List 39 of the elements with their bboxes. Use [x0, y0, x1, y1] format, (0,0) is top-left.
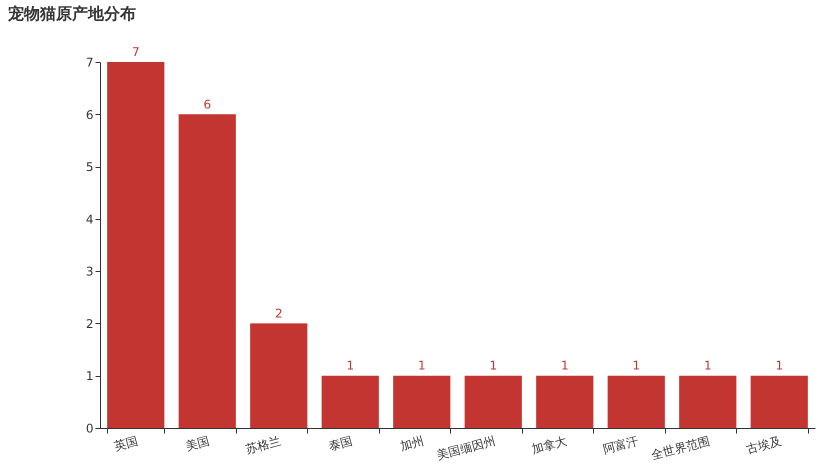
bar [536, 376, 594, 428]
data-label: 1 [632, 358, 640, 373]
x-tick-label: 英国 [112, 434, 140, 454]
data-label: 1 [775, 358, 784, 373]
y-tick-label: 2 [86, 316, 94, 331]
x-tick-label: 加拿大 [530, 434, 568, 456]
x-tick-label: 全世界范围 [650, 434, 712, 463]
bar [393, 376, 450, 428]
x-tick-label: 美国缅因州 [435, 434, 497, 463]
x-tick-label: 加州 [398, 434, 426, 454]
y-tick-label: 0 [86, 422, 94, 436]
bar [750, 376, 808, 428]
data-label: 1 [418, 358, 426, 373]
bar [250, 323, 308, 428]
bar [679, 376, 736, 428]
x-tick-label: 美国 [184, 434, 211, 454]
data-label: 1 [560, 358, 569, 373]
data-label: 2 [274, 306, 283, 320]
data-label: 7 [132, 45, 140, 59]
bar [107, 62, 164, 428]
y-tick-label: 4 [86, 212, 94, 226]
data-label: 1 [489, 358, 498, 373]
bar [178, 114, 236, 428]
x-tick-label: 阿富汗 [601, 434, 640, 456]
y-tick-label: 7 [86, 56, 94, 70]
y-tick-label: 6 [86, 108, 94, 122]
x-tick-label: 泰国 [327, 434, 354, 454]
x-tick-label: 古埃及 [744, 434, 783, 456]
x-tick-label: 苏格兰 [244, 434, 282, 456]
data-label: 1 [704, 358, 712, 373]
y-tick-label: 5 [86, 160, 94, 174]
y-tick-label: 3 [86, 264, 94, 279]
data-label: 6 [203, 97, 212, 112]
chart-title: 宠物猫原产地分布 [7, 4, 136, 23]
y-tick-label: 1 [86, 369, 94, 384]
bar [464, 376, 522, 428]
data-label: 1 [346, 358, 354, 373]
bar [608, 376, 665, 428]
bar [322, 376, 379, 428]
